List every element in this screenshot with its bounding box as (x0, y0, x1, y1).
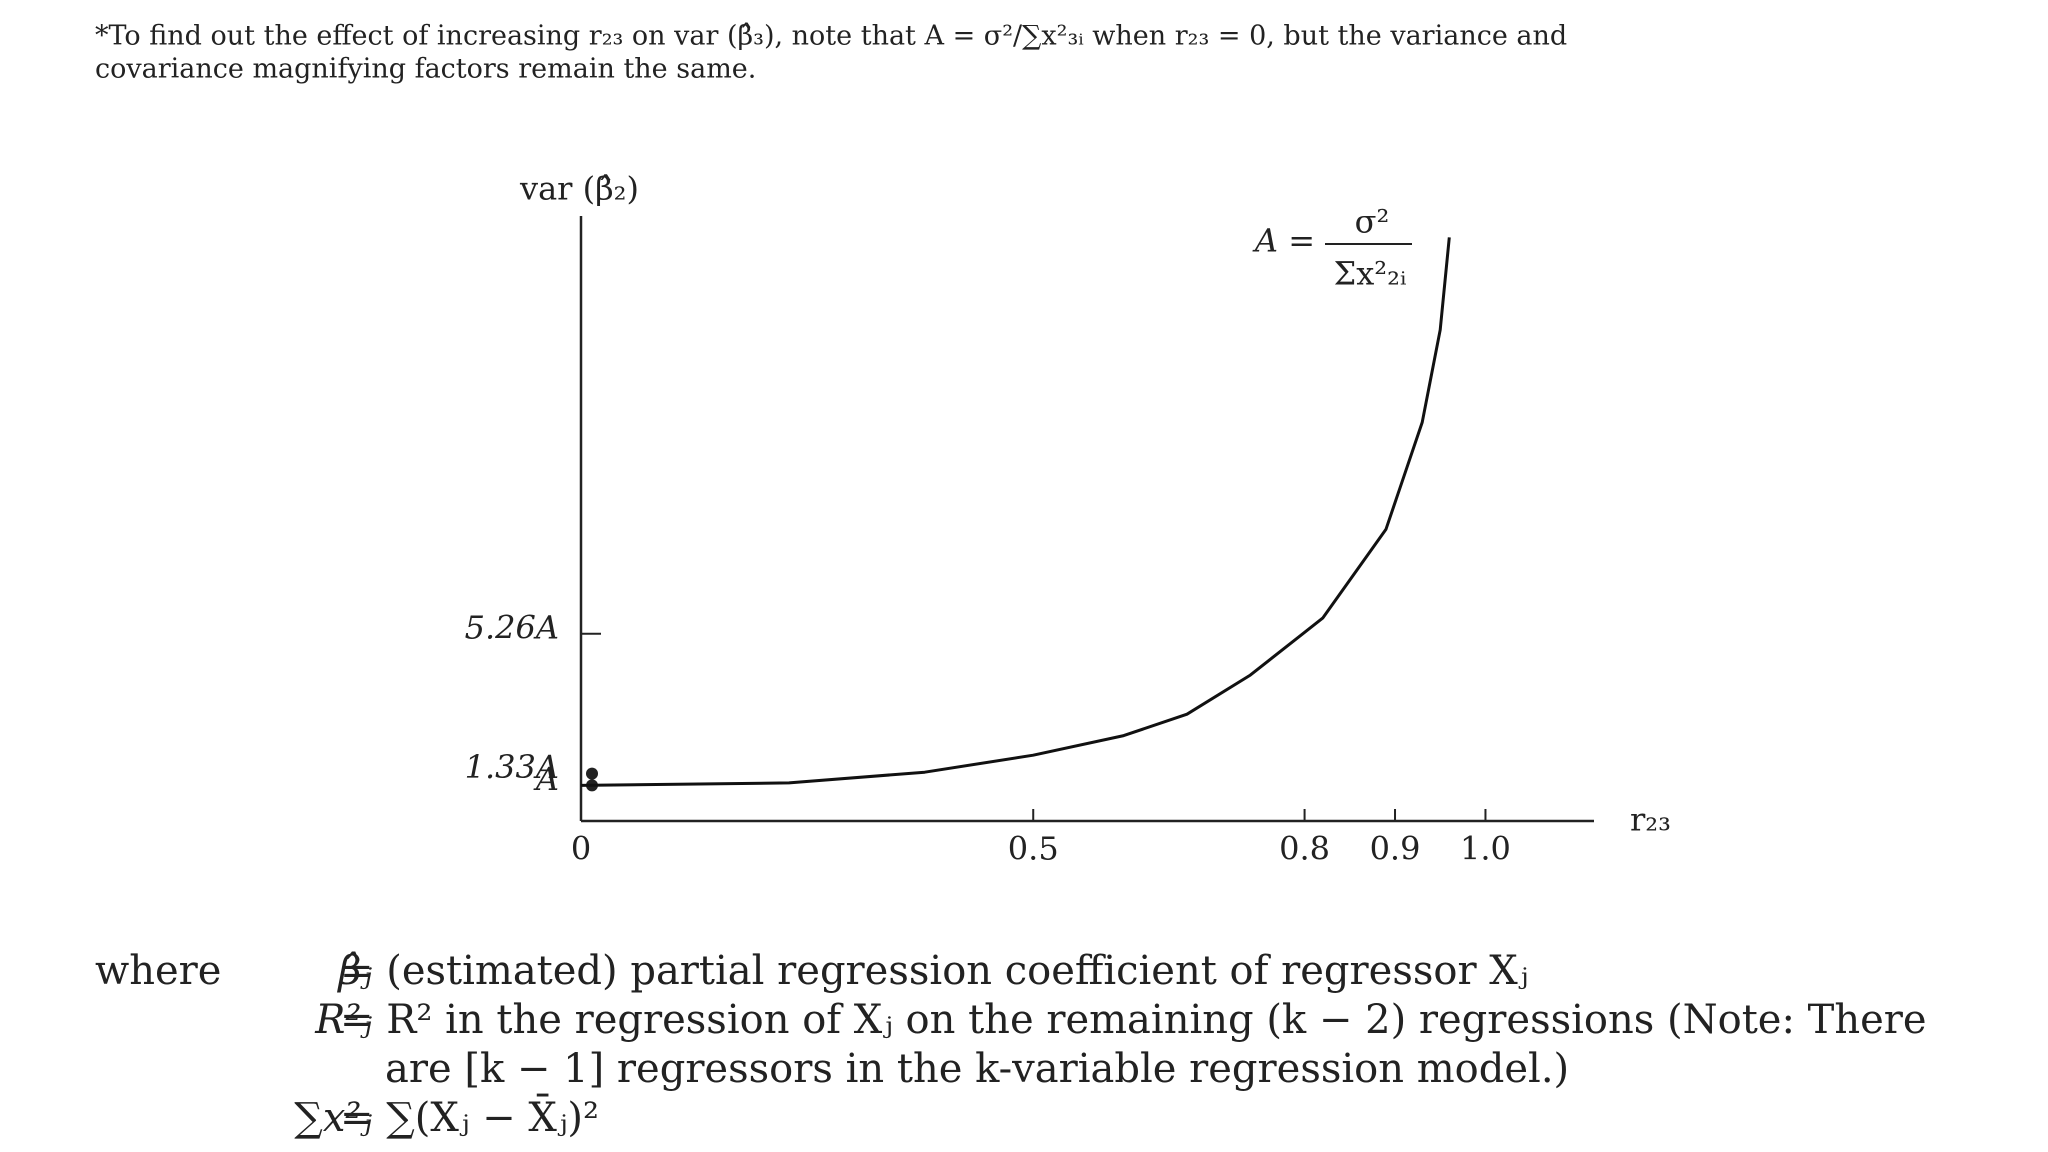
footnote-line: *To find out the effect of increasing r₂… (95, 21, 1567, 52)
y-axis-label: var (β̂₂) (519, 170, 639, 208)
y-tick-label: 1.33A (465, 748, 559, 786)
x-axis-label: r₂₃ (1630, 801, 1671, 839)
annotation-denominator: Σx²₂ᵢ (1334, 255, 1407, 293)
y-tick-label: A (533, 760, 559, 798)
x-tick-label: 0.5 (1008, 830, 1059, 868)
x-tick-label: 0 (571, 830, 591, 868)
definition-text: = R² in the regression of Xⱼ on the rema… (340, 997, 1927, 1043)
definition-text: are [k − 1] regressors in the k-variable… (385, 1046, 1569, 1092)
curve (580, 237, 1451, 787)
x-tick-label: 1.0 (1460, 830, 1511, 868)
chart: 0 0.5 0.8 0.9 1.0 A1.33A 5.26A (465, 216, 1594, 868)
definitions-lead: where (95, 948, 221, 994)
annotation-numerator: σ² (1355, 203, 1390, 241)
definition-symbol: β̂ⱼ (336, 948, 372, 994)
footnote-line: covariance magnifying factors remain the… (95, 54, 756, 85)
annotation-lhs: A = (1252, 222, 1315, 260)
x-tick-label: 0.9 (1370, 830, 1421, 868)
y-tick-dot (586, 767, 598, 780)
definitions: β̂ⱼ= (estimated) partial regression coef… (294, 948, 1926, 1141)
definition-text: = (estimated) partial regression coeffic… (340, 948, 1528, 994)
y-tick-label: 5.26A (465, 608, 559, 646)
definition-text: = ∑(Xⱼ − X̄ⱼ)² (340, 1094, 599, 1141)
definition-symbol: ∑x²ⱼ (294, 1095, 372, 1141)
x-tick-label: 0.8 (1279, 830, 1330, 868)
definition-symbol: R²ⱼ (314, 997, 372, 1043)
